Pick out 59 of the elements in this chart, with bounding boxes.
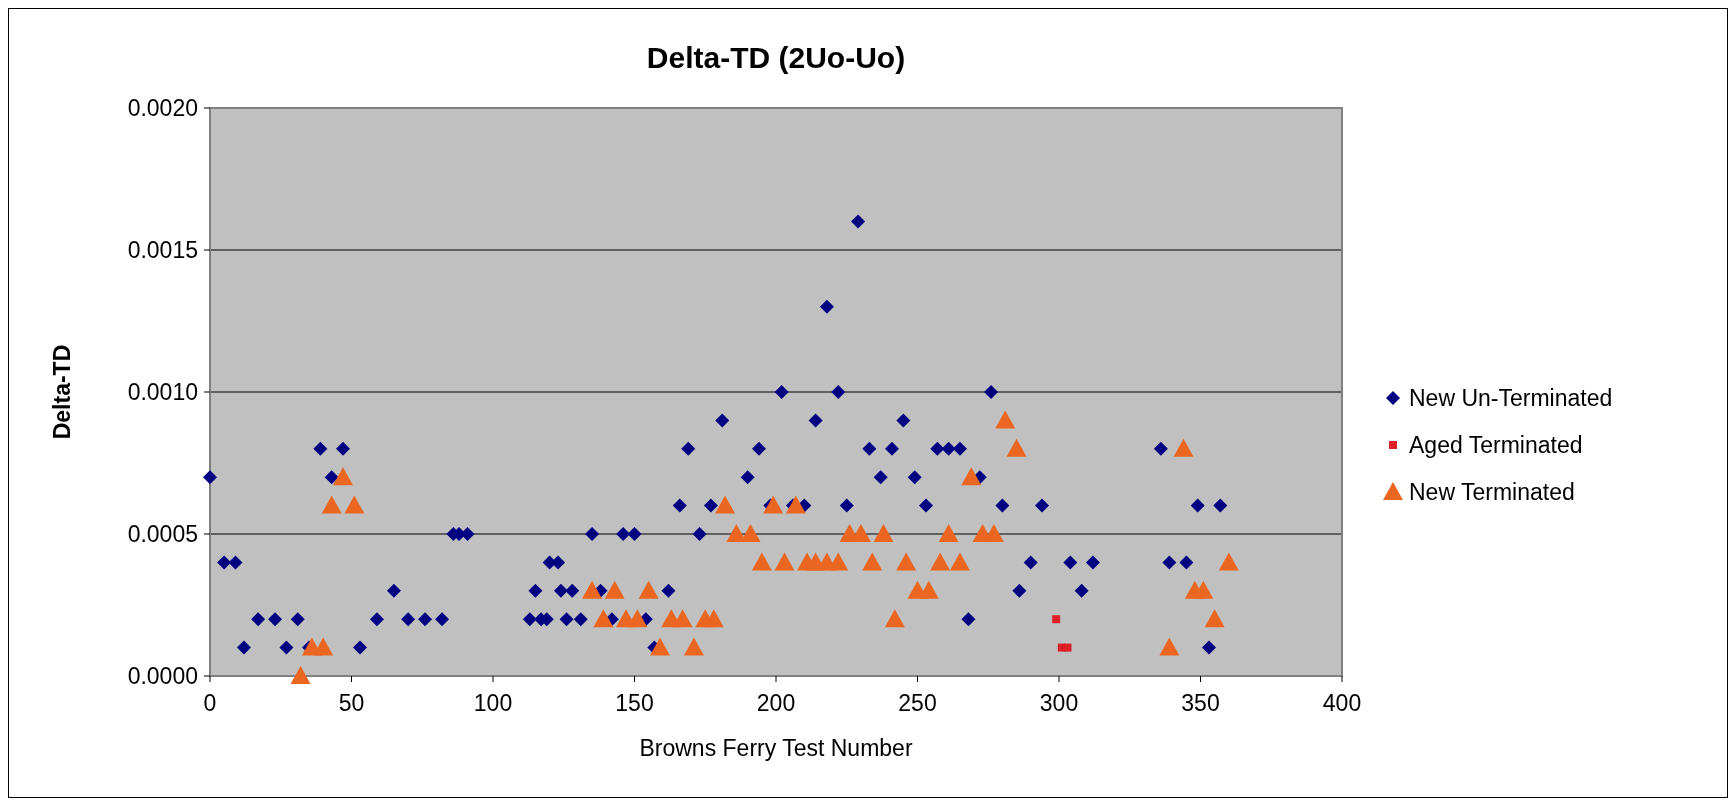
legend-label: Aged Terminated [1409, 432, 1583, 459]
point [785, 495, 806, 514]
point [1173, 438, 1194, 457]
point [683, 637, 704, 656]
y-axis-title: Delta-TD [49, 344, 75, 440]
y-tick-label: 0.0010 [127, 379, 198, 406]
point [715, 495, 736, 514]
y-tick-label: 0.0000 [127, 663, 198, 690]
y-tick-label: 0.0020 [127, 95, 198, 122]
y-tick-label: 0.0005 [127, 521, 198, 548]
point [751, 552, 772, 571]
point [321, 495, 342, 514]
point [873, 524, 894, 542]
point [333, 467, 354, 486]
legend-label: New Terminated [1409, 479, 1575, 506]
point [961, 467, 982, 486]
point [1006, 438, 1027, 457]
x-tick-label: 150 [615, 690, 654, 716]
point [740, 524, 761, 542]
point [582, 580, 603, 599]
y-tick-label: 0.0015 [127, 237, 198, 264]
x-tick-label: 250 [898, 690, 937, 716]
point [290, 666, 311, 684]
chart-title: Delta-TD (2Uo-Uo) [646, 41, 906, 74]
point [896, 552, 917, 571]
x-tick-label: 300 [1039, 690, 1079, 716]
point [918, 580, 939, 599]
x-tick-label: 0 [203, 690, 217, 716]
point [930, 552, 951, 571]
point [672, 609, 693, 628]
point [1204, 609, 1225, 628]
point [828, 552, 849, 571]
point [884, 609, 905, 628]
x-tick-label: 50 [338, 690, 365, 716]
x-axis-title: Browns Ferry Test Number [639, 735, 913, 761]
point [938, 524, 959, 542]
point [703, 609, 724, 628]
point [649, 637, 670, 656]
point [313, 637, 334, 656]
point [638, 580, 659, 599]
x-tick-label: 400 [1322, 690, 1362, 716]
point [1218, 552, 1239, 571]
point [344, 495, 365, 514]
point [995, 410, 1016, 429]
point [604, 580, 625, 599]
legend-label: New Un-Terminated [1409, 385, 1613, 412]
point [1063, 643, 1072, 652]
point [949, 552, 970, 571]
point [1159, 637, 1180, 656]
point [1193, 580, 1214, 599]
x-tick-label: 100 [473, 690, 513, 716]
point [627, 609, 648, 628]
x-tick-label: 350 [1181, 690, 1220, 716]
point [862, 552, 883, 571]
point [1052, 615, 1061, 624]
x-tick-label: 200 [756, 690, 796, 716]
point [763, 495, 784, 514]
point [774, 552, 795, 571]
point [593, 609, 614, 628]
